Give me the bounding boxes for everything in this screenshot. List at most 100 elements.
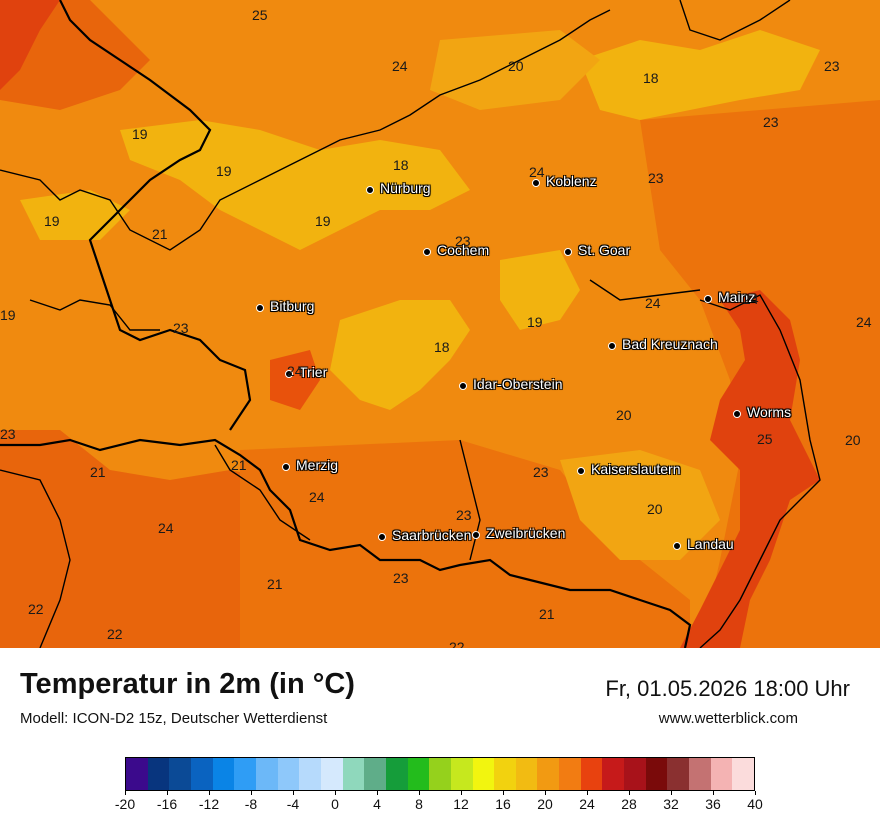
- city-label[interactable]: Saarbrücken: [392, 527, 472, 543]
- very-hot-zone-mosel: [270, 350, 320, 410]
- legend-tick-label: 20: [537, 796, 553, 812]
- legend-tick-mark: [335, 791, 336, 795]
- legend-swatch: [169, 758, 191, 790]
- city-label[interactable]: Worms: [747, 404, 792, 420]
- temperature-value: 24: [392, 58, 408, 74]
- cool-zone-eifel: [120, 120, 470, 250]
- temperature-value: 24: [529, 164, 545, 180]
- temperature-value: 22: [449, 639, 465, 648]
- temperature-value: 23: [173, 320, 189, 336]
- city-label[interactable]: Nürburg: [380, 180, 431, 196]
- legend-tick-mark: [713, 791, 714, 795]
- temperature-value: 24: [856, 314, 872, 330]
- city-dot: [256, 304, 264, 312]
- city-label[interactable]: Koblenz: [546, 173, 597, 189]
- city-label[interactable]: Kaiserslautern: [591, 461, 681, 477]
- legend-swatch: [255, 758, 278, 790]
- temperature-value: 25: [757, 431, 773, 447]
- temperature-value: 20: [647, 501, 663, 517]
- temperature-value: 18: [393, 157, 409, 173]
- legend-tick-label: 32: [663, 796, 679, 812]
- temperature-value: 21: [90, 464, 106, 480]
- city-dot: [608, 342, 616, 350]
- cool-zone-taunus: [580, 30, 820, 120]
- legend-swatch: [126, 758, 148, 790]
- cool-zone-center: [500, 250, 580, 330]
- legend-tick-label: 40: [747, 796, 763, 812]
- city-dot: [577, 467, 585, 475]
- legend-tick-label: 28: [621, 796, 637, 812]
- legend-tick-label: 12: [453, 796, 469, 812]
- city-label[interactable]: Bitburg: [270, 298, 315, 314]
- temperature-value: 19: [315, 213, 331, 229]
- country-border: [0, 0, 692, 648]
- legend-tick-label: -4: [286, 796, 300, 812]
- legend-tick-mark: [671, 791, 672, 795]
- legend-tick-label: 36: [705, 796, 721, 812]
- temperature-value: 19: [44, 213, 60, 229]
- city-label[interactable]: Merzig: [296, 457, 339, 473]
- legend-swatch: [190, 758, 213, 790]
- legend-tick-label: 24: [579, 796, 595, 812]
- temperature-value: 22: [107, 626, 123, 642]
- legend-tick-mark: [587, 791, 588, 795]
- state-border: [0, 0, 821, 648]
- legend-tick-mark: [125, 791, 126, 795]
- temperature-value: 23: [824, 58, 840, 74]
- temperature-value: 19: [216, 163, 232, 179]
- city-label[interactable]: Idar-Oberstein: [473, 376, 563, 392]
- temperature-value: 25: [252, 7, 268, 23]
- model-source: Modell: ICON-D2 15z, Deutscher Wetterdie…: [20, 710, 328, 727]
- legend-swatch: [147, 758, 170, 790]
- city-label[interactable]: Landau: [687, 536, 734, 552]
- legend-swatch: [515, 758, 538, 790]
- legend-swatch: [494, 758, 516, 790]
- temperature-value: 21: [152, 226, 168, 242]
- legend-swatch: [364, 758, 386, 790]
- city-label[interactable]: Trier: [299, 364, 328, 380]
- city-label[interactable]: Cochem: [437, 242, 490, 258]
- legend-swatch: [472, 758, 495, 790]
- city-dot: [459, 382, 467, 390]
- legend-swatch: [299, 758, 321, 790]
- legend-tick-mark: [377, 791, 378, 795]
- legend-swatch: [342, 758, 365, 790]
- legend-swatch: [385, 758, 408, 790]
- website-link[interactable]: www.wetterblick.com: [658, 710, 798, 727]
- legend-swatch: [667, 758, 690, 790]
- city-label[interactable]: St. Goar: [578, 242, 631, 258]
- temperature-value: 20: [845, 432, 861, 448]
- legend-tick-mark: [251, 791, 252, 795]
- city-label[interactable]: Bad Kreuznach: [622, 336, 718, 352]
- temperature-value: 22: [28, 601, 44, 617]
- temperature-value: 21: [539, 606, 555, 622]
- temperature-value: 23: [393, 570, 409, 586]
- legend-swatch: [450, 758, 473, 790]
- cool-zone-hunsrueck: [330, 300, 470, 410]
- legend-swatch: [407, 758, 430, 790]
- legend-swatch: [537, 758, 560, 790]
- temperature-value: 24: [158, 520, 174, 536]
- legend-swatch: [212, 758, 235, 790]
- legend-tick-label: -12: [198, 796, 220, 812]
- legend-tick-label: 8: [415, 796, 423, 812]
- temperature-value: 23: [763, 114, 779, 130]
- temperature-value: 21: [231, 457, 247, 473]
- temperature-value: 24: [309, 489, 325, 505]
- temperature-value: 20: [616, 407, 632, 423]
- legend-swatch: [645, 758, 668, 790]
- city-label[interactable]: Zweibrücken: [486, 525, 566, 541]
- legend-tick-mark: [503, 791, 504, 795]
- city-dot: [532, 179, 540, 187]
- city-dot: [285, 370, 293, 378]
- legend-swatch: [732, 758, 755, 790]
- temperature-value: 24: [287, 363, 303, 379]
- city-label[interactable]: Mainz: [718, 289, 756, 305]
- temperature-value: 19: [0, 307, 16, 323]
- legend-swatch: [580, 758, 603, 790]
- temperature-map[interactable]: Nürburg Koblenz Cochem St. Goar Bitburg Mainz…: [0, 0, 880, 648]
- legend-tick-label: -16: [156, 796, 178, 812]
- legend-tick-mark: [755, 791, 756, 795]
- temperature-value: 19: [132, 126, 148, 142]
- city-dot: [704, 295, 712, 303]
